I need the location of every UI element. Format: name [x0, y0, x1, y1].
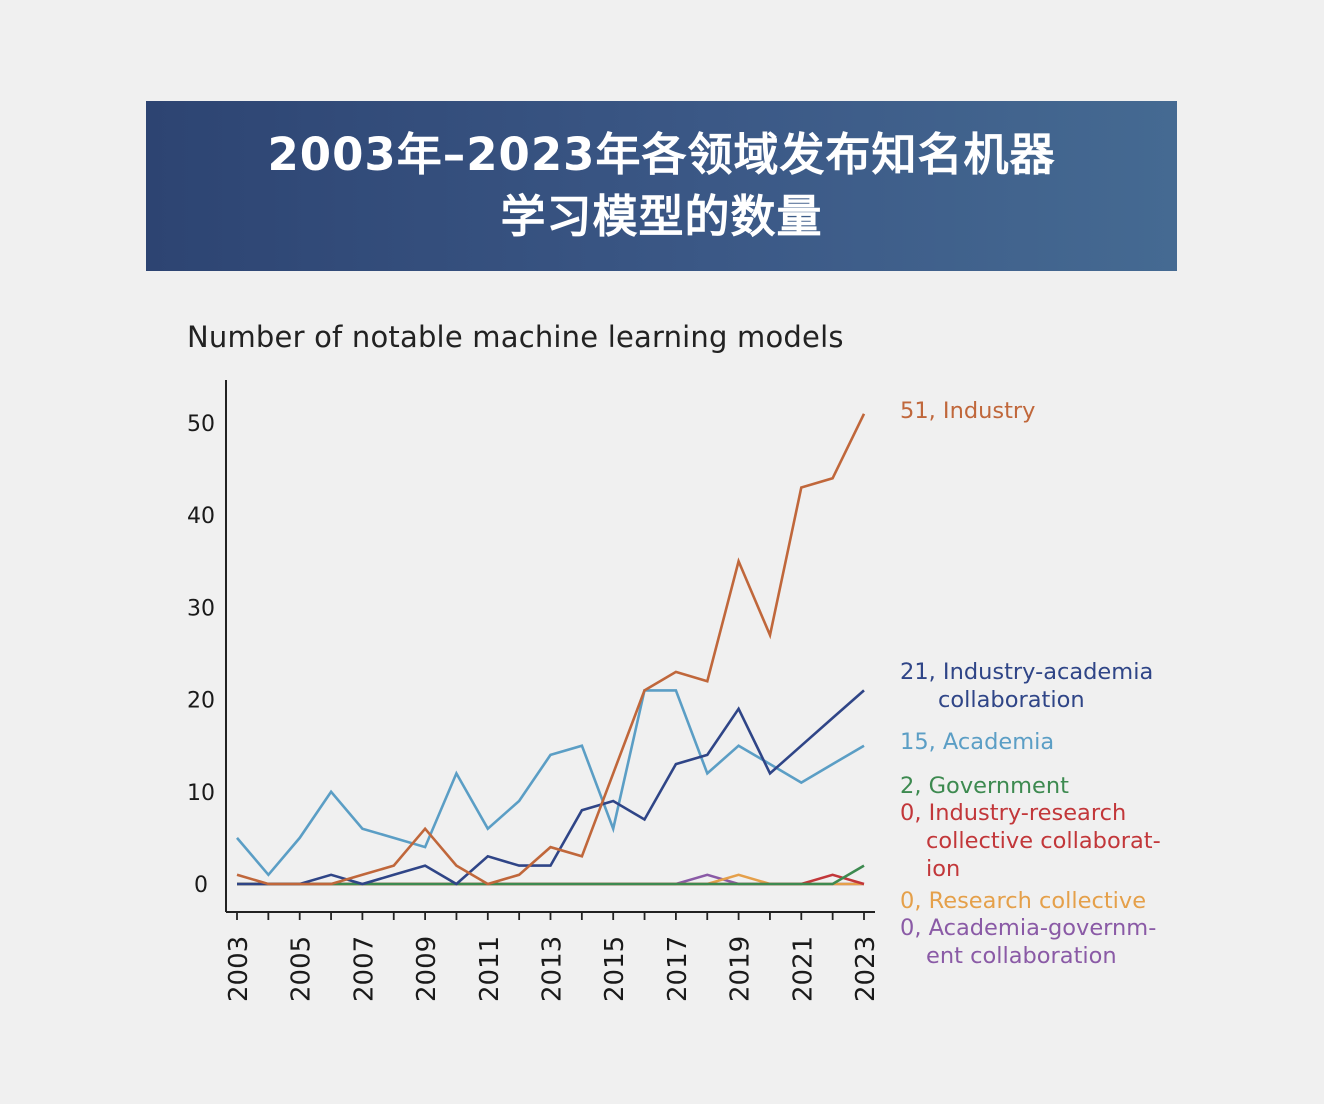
series-end-label: 0, Academia-governm-: [900, 915, 1156, 941]
y-tick-label: 30: [187, 596, 215, 621]
x-tick-label: 2007: [349, 936, 379, 1002]
chart-series-labels: 51, Industry 21, Industry-academiacollabo…: [900, 398, 1161, 969]
y-tick-label: 10: [187, 781, 215, 806]
x-tick-label: 2011: [475, 936, 505, 1002]
series-line-research-collective: [237, 873, 864, 886]
chart-axes: 0 10 20 30 40 50 2003 2005 2007 2009 2011 2013 2015 2…: [187, 380, 881, 1002]
series-line-government: [237, 864, 865, 886]
x-tick-label: 2021: [788, 936, 818, 1002]
y-tick-label: 20: [187, 689, 215, 714]
series-line-industry-research-collective-collaboration: [237, 873, 865, 886]
series-line-academia: [236, 689, 865, 877]
x-tick-label: 2019: [726, 936, 756, 1002]
series-end-label: 2, Government: [900, 773, 1069, 799]
series-line-industry: [236, 413, 866, 886]
series-end-label: ent collaboration: [926, 943, 1117, 969]
y-tick-label: 0: [194, 873, 208, 898]
x-tick-label: 2009: [412, 936, 442, 1002]
series-end-label: ion: [926, 856, 960, 882]
series-line-industry-academia-collaboration: [237, 689, 865, 886]
x-tick-label: 2023: [851, 936, 881, 1002]
series-end-label: 21, Industry-academia: [900, 659, 1153, 685]
series-end-label: 51, Industry: [900, 398, 1035, 424]
x-tick-label: 2017: [663, 936, 693, 1002]
y-tick-label: 40: [187, 504, 215, 529]
x-tick-label: 2015: [600, 936, 630, 1002]
series-end-label: 15, Academia: [900, 729, 1054, 755]
x-tick-label: 2013: [538, 936, 568, 1002]
series-end-label: collaboration: [938, 687, 1085, 713]
page-title-line-1: 2003年–2023年各领域发布知名机器: [267, 128, 1056, 181]
chart-series-lines: [236, 413, 866, 886]
chart-subtitle: Number of notable machine learning model…: [187, 320, 844, 354]
x-tick-label: 2005: [287, 936, 317, 1002]
series-end-label: collective collaborat-: [926, 828, 1161, 854]
page-title-line-2: 学习模型的数量: [500, 190, 823, 243]
x-tick-label: 2003: [224, 936, 254, 1002]
title-banner: 2003年–2023年各领域发布知名机器 学习模型的数量: [146, 101, 1177, 271]
y-tick-label: 50: [187, 412, 215, 437]
series-end-label: 0, Industry-research: [900, 800, 1126, 826]
series-line-academia-government-collaboration: [237, 873, 864, 886]
series-end-label: 0, Research collective: [900, 888, 1146, 914]
